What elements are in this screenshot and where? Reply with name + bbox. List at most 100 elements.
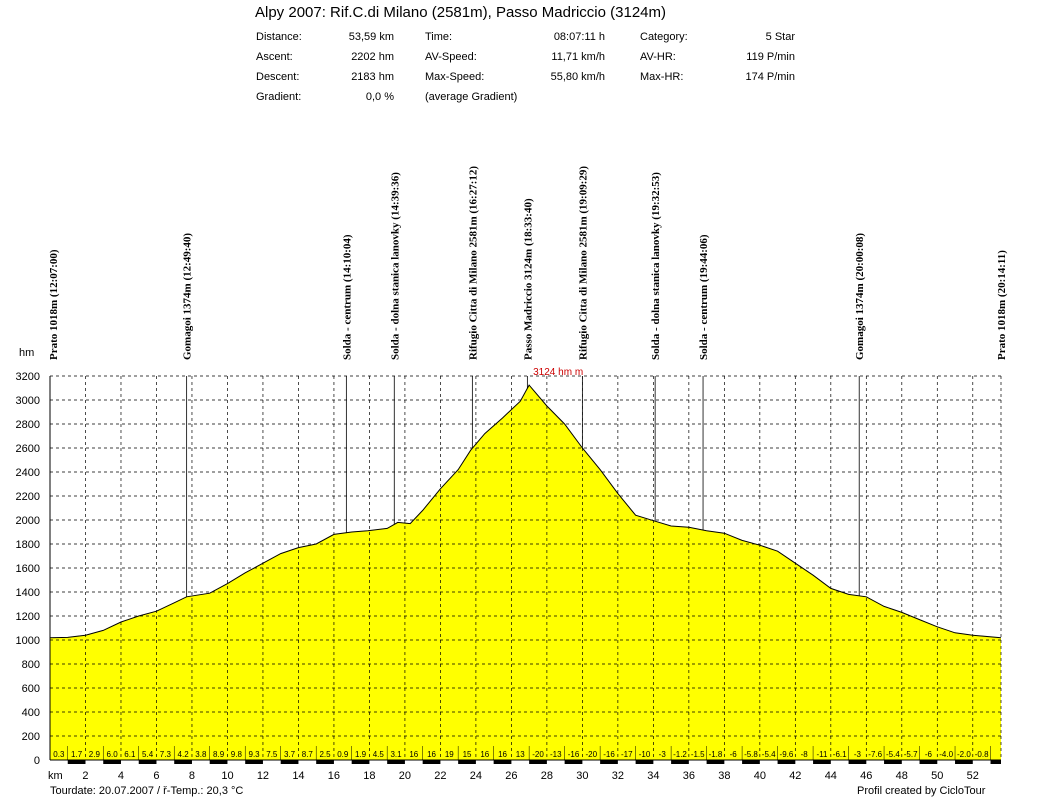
gradient-label: 1.9 [355,750,367,759]
gradient-label: -2.0 [957,750,971,759]
km-bar-segment [245,760,263,764]
km-bar-segment [351,760,370,764]
stat-label: Max-Speed: [425,71,485,83]
gradient-label: -10 [639,750,651,759]
x-tick-label: 34 [647,770,659,782]
y-tick-label: 2400 [16,467,40,479]
gradient-label: -6.1 [833,750,847,759]
waypoint-label: Solda - centrum (19:44:06) [698,234,710,360]
y-tick-label: 2200 [16,491,40,503]
gradient-label: -1.2 [673,750,687,759]
gradient-label: -5.7 [904,750,918,759]
gradient-label: 0.9 [337,750,349,759]
y-tick-label: 2000 [16,515,40,527]
gradient-label: -3 [854,750,862,759]
elevation-line [49,384,1002,639]
gradient-label: -20 [532,750,544,759]
y-tick-label: 1400 [16,587,40,599]
y-axis-label: hm [19,347,34,359]
km-bar-segment [280,760,299,764]
gradient-label: -3 [659,750,667,759]
waypoint-label: Solda - dolna stanica lanovky (19:32:53) [650,172,662,360]
x-tick-label: 2 [82,770,88,782]
gradient-label: -0.8 [975,750,989,759]
stat-label: Time: [425,31,453,43]
gradient-label: -9.6 [780,750,794,759]
gradient-label: 7.5 [266,750,278,759]
x-tick-label: 36 [683,770,695,782]
y-tick-label: 3000 [16,395,40,407]
km-bar-segment [458,760,476,764]
waypoint-label: Gomagoi 1374m (12:49:40) [182,233,194,360]
stat-value: 53,59 km [348,31,394,43]
x-tick-label: 44 [825,770,837,782]
km-bar-segment [67,760,86,764]
gradient-label: -6 [925,750,933,759]
km-bar-segment [777,760,796,764]
x-tick-label: 40 [754,770,766,782]
x-tick-label: 52 [967,770,979,782]
km-bar-segment [174,760,192,764]
y-tick-label: 1000 [16,635,40,647]
km-bar-segment [671,760,689,764]
gradient-label: 4.5 [373,750,385,759]
stat-note: (average Gradient) [425,91,518,103]
x-tick-label: 8 [189,770,195,782]
x-tick-label: 42 [789,770,801,782]
km-bar-segment [387,760,405,764]
gradient-label: 3.7 [284,750,296,759]
y-tick-label: 2800 [16,419,40,431]
waypoint-label: Prato 1018m (20:14:11) [996,250,1008,360]
gradient-label: -16 [568,750,580,759]
stat-value: 2183 hm [351,71,394,83]
waypoint-label: Passo Madriccio 3124m (18:33:40) [522,198,534,360]
x-tick-label: 12 [257,770,269,782]
gradient-label: -7.6 [868,750,882,759]
km-bar-segment [529,760,547,764]
x-tick-label: 24 [470,770,482,782]
stat-value: 119 P/min [746,51,795,63]
y-tick-label: 400 [22,707,40,719]
km-bar-segment [955,760,973,764]
gradient-label: -20 [585,750,597,759]
gradient-label: -6 [730,750,738,759]
x-tick-label: 28 [541,770,553,782]
stat-value: 11,71 km/h [551,51,605,63]
gradient-label: -5.8 [744,750,758,759]
x-tick-label: 18 [363,770,375,782]
stat-value: 2202 hm [351,51,394,63]
km-bar-segment [564,760,583,764]
gradient-label: 15 [463,750,472,759]
x-tick-label: 46 [860,770,872,782]
x-tick-label: 10 [221,770,233,782]
gradient-label: 9.8 [231,750,243,759]
gradient-label: 3.8 [195,750,207,759]
gradient-label: 5.4 [142,750,154,759]
stat-label: Distance: [256,31,302,43]
stat-value: 174 P/min [745,71,795,83]
km-bar-segment [103,760,121,764]
waypoint-label: Rifugio Citta di Milano 2581m (16:27:12) [467,166,479,360]
gradient-label: 19 [445,750,454,759]
gradient-label: -4.0 [939,750,953,759]
km-bar-segment [848,760,867,764]
x-tick-label: 14 [292,770,304,782]
gradient-label: -1.5 [691,750,705,759]
y-tick-label: 600 [22,683,40,695]
gradient-label: -13 [550,750,562,759]
elevation-area [50,385,1001,760]
stat-label: AV-HR: [640,51,676,63]
y-tick-label: 800 [22,659,40,671]
gradient-label: 2.9 [89,750,101,759]
gradient-label: -8 [801,750,809,759]
km-bar-segment [990,760,1001,764]
y-tick-label: 1600 [16,563,40,575]
stat-value: 5 Star [765,31,795,43]
gradient-label: 4.2 [178,750,190,759]
stat-value: 0,0 % [365,91,394,103]
gradient-label: 6.0 [107,750,119,759]
stat-label: Gradient: [256,91,302,103]
gradient-label: 9.3 [249,750,261,759]
gradient-label: 1.7 [71,750,83,759]
